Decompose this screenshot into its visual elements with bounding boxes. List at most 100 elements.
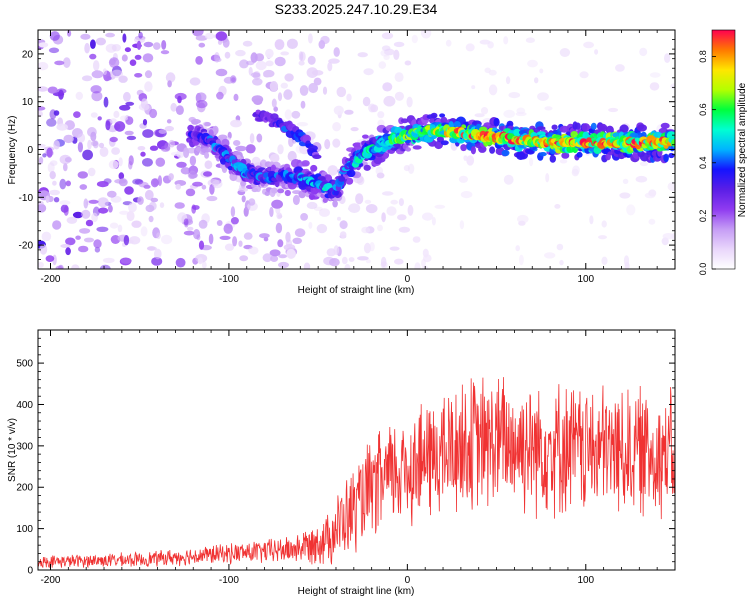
- heatmap-cell: [175, 183, 181, 190]
- heatmap-cell: [128, 236, 141, 245]
- heatmap-cell: [519, 254, 524, 266]
- heatmap-cell: [322, 198, 328, 203]
- heatmap-cell: [137, 196, 144, 205]
- heatmap-cell: [386, 206, 397, 216]
- heatmap-cell: [121, 54, 128, 62]
- heatmap-cell: [98, 207, 109, 214]
- heatmap-cell: [506, 120, 514, 128]
- heatmap-cell: [479, 39, 491, 45]
- heatmap-cell: [65, 180, 72, 187]
- heatmap-cell: [54, 60, 65, 66]
- heatmap-cell: [363, 242, 372, 254]
- colorbar-label: Normalized spectral amplitude: [737, 82, 748, 217]
- heatmap-cell: [590, 122, 597, 130]
- heatmap-cell: [259, 233, 270, 239]
- heatmap-cell: [65, 247, 71, 256]
- heatmap-cell: [120, 257, 132, 264]
- heatmap-cell: [134, 36, 146, 44]
- heatmap-cell: [249, 133, 255, 144]
- heatmap-cell: [175, 257, 186, 268]
- heatmap-cell: [529, 157, 534, 167]
- heatmap-cell: [292, 237, 303, 244]
- heatmap-cell: [515, 111, 527, 117]
- heatmap-cell: [190, 119, 201, 124]
- heatmap-cell: [215, 57, 222, 63]
- heatmap-cell: [87, 167, 96, 177]
- heatmap-cell: [85, 219, 94, 227]
- heatmap-cell: [598, 235, 607, 240]
- heatmap-cell: [206, 195, 218, 202]
- heatmap-cell: [170, 102, 177, 112]
- heatmap-cell: [445, 39, 452, 47]
- heatmap-cell: [144, 81, 153, 92]
- heatmap-cell: [114, 121, 126, 132]
- heatmap-cell: [140, 226, 148, 237]
- heatmap-cell: [154, 248, 162, 260]
- snr-frame: [37, 329, 676, 571]
- heatmap-cell: [459, 220, 465, 230]
- heatmap-cell: [251, 78, 263, 86]
- heatmap-cell: [155, 157, 166, 167]
- y-tick-label: -20: [19, 241, 34, 252]
- heatmap-cell: [619, 124, 629, 134]
- heatmap-cell: [544, 252, 556, 259]
- spectrogram-x-ticks: -200 -100 0 100: [40, 30, 676, 285]
- heatmap-cell: [307, 55, 316, 65]
- heatmap-cell: [204, 32, 215, 40]
- heatmap-cell: [53, 110, 60, 116]
- heatmap-cell: [157, 175, 162, 187]
- heatmap-cell: [97, 116, 102, 121]
- heatmap-cell: [400, 118, 409, 124]
- y-tick-label: 300: [16, 441, 33, 452]
- heatmap-cell: [407, 204, 414, 216]
- heatmap-cell: [263, 69, 275, 78]
- heatmap-cell: [111, 69, 123, 79]
- heatmap-cell: [105, 120, 111, 131]
- heatmap-cell: [319, 208, 330, 217]
- heatmap-cell: [183, 218, 189, 226]
- heatmap-cell: [308, 221, 313, 229]
- heatmap-cell: [622, 178, 629, 184]
- heatmap-cell: [180, 167, 191, 175]
- heatmap-cell: [248, 198, 256, 206]
- heatmap-cell: [166, 119, 172, 124]
- heatmap-cell: [339, 220, 348, 230]
- heatmap-cell: [118, 157, 123, 167]
- heatmap-cell: [348, 203, 361, 214]
- heatmap-cell: [348, 257, 355, 262]
- heatmap-cell: [185, 188, 196, 197]
- heatmap-cell: [238, 240, 243, 247]
- heatmap-cell: [466, 155, 475, 166]
- heatmap-cell: [90, 85, 102, 94]
- heatmap-cell: [38, 203, 47, 213]
- heatmap-cell: [38, 201, 44, 206]
- heatmap-cell: [110, 195, 122, 203]
- heatmap-cell: [233, 140, 241, 146]
- heatmap-cell: [73, 111, 81, 118]
- heatmap-cell: [639, 161, 649, 167]
- heatmap-cell: [215, 68, 228, 77]
- heatmap-cell: [470, 146, 476, 155]
- heatmap-cell: [431, 216, 436, 226]
- heatmap-cell: [579, 71, 589, 79]
- heatmap-cell: [460, 191, 473, 199]
- heatmap-cell: [637, 124, 647, 132]
- heatmap-cell: [383, 95, 396, 107]
- heatmap-cell: [67, 30, 72, 37]
- heatmap-cell: [397, 214, 407, 221]
- heatmap-cell: [140, 151, 146, 157]
- heatmap-cell: [381, 212, 386, 223]
- heatmap-cell: [243, 232, 253, 240]
- heatmap-cell: [251, 187, 259, 193]
- heatmap-cell: [286, 38, 298, 49]
- heatmap-cell: [274, 39, 285, 50]
- heatmap-cell: [140, 98, 148, 110]
- heatmap-cell: [559, 159, 568, 164]
- heatmap-cell: [284, 109, 292, 120]
- y-tick-label: 100: [16, 524, 33, 535]
- heatmap-cell: [278, 261, 289, 269]
- heatmap-cell: [333, 245, 340, 256]
- x-tick-label: -200: [40, 575, 60, 586]
- heatmap-cell: [639, 47, 648, 57]
- heatmap-cell: [245, 144, 256, 154]
